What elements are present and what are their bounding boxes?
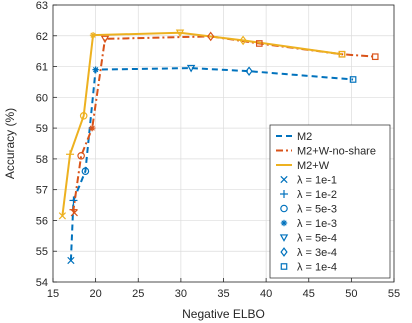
- x-tick-label: 25: [132, 288, 144, 300]
- data-point-marker: [245, 66, 253, 77]
- legend-label: M2+W-no-share: [297, 146, 376, 158]
- data-point-marker: [81, 167, 90, 176]
- x-tick-label: 50: [345, 288, 357, 300]
- data-point-marker: [67, 256, 75, 265]
- y-tick-label: 60: [36, 92, 48, 104]
- legend-entry: M2: [276, 131, 312, 143]
- data-point-marker: [58, 212, 67, 220]
- x-tick-label: 55: [388, 288, 400, 300]
- legend-entry: λ = 5e-3: [280, 204, 337, 216]
- y-axis-ticks: 54 55 56 57 58 59 60 61 62 63: [36, 0, 57, 289]
- data-point-marker: [77, 152, 85, 160]
- x-tick-label: 20: [90, 288, 102, 300]
- y-tick-label: 55: [36, 246, 48, 258]
- y-tick-label: 57: [36, 185, 48, 197]
- data-point-marker: [89, 124, 96, 132]
- legend-label: λ = 1e-1: [297, 175, 337, 187]
- x-axis-label: Negative ELBO: [182, 307, 265, 321]
- legend-label: λ = 1e-3: [297, 218, 337, 230]
- y-tick-label: 54: [36, 277, 48, 289]
- data-point-marker: [371, 53, 379, 61]
- series-line-1: [72, 35, 376, 214]
- x-axis-ticks: 15 20 25 30 35 40 45 50 55: [47, 278, 400, 300]
- legend-marker-swatch: [280, 190, 288, 198]
- legend-entry: λ = 1e-2: [280, 189, 337, 201]
- legend-entry: λ = 1e-3: [280, 218, 337, 230]
- x-tick-label: 15: [47, 288, 59, 300]
- legend-entry: λ = 5e-4: [279, 233, 337, 245]
- legend: M2 M2+W-no-share M2+W λ = 1e-1 λ = 1e-2 λ = 5…: [269, 124, 391, 279]
- y-tick-label: 56: [36, 215, 48, 227]
- x-tick-label: 35: [217, 288, 229, 300]
- legend-marker-swatch: [279, 234, 289, 242]
- data-point-marker: [70, 209, 78, 217]
- legend-entry: λ = 1e-4: [280, 262, 337, 274]
- legend-label: M2: [297, 131, 312, 143]
- y-tick-label: 61: [36, 62, 48, 74]
- legend-label: λ = 5e-4: [297, 233, 337, 245]
- legend-box: [269, 124, 391, 279]
- data-point-marker: [92, 66, 99, 73]
- data-point-marker: [349, 76, 357, 83]
- x-tick-label: 40: [260, 288, 272, 300]
- y-axis-label: Accuracy (%): [3, 108, 17, 179]
- legend-marker-swatch: [280, 219, 288, 227]
- legend-entry: M2+W: [276, 160, 330, 172]
- legend-entry: λ = 3e-4: [280, 247, 337, 259]
- legend-label: M2+W: [297, 160, 330, 172]
- legend-marker-swatch: [280, 175, 288, 184]
- legend-marker-swatch: [280, 247, 288, 257]
- legend-entry: M2+W-no-share: [276, 146, 376, 158]
- legend-label: λ = 1e-4: [297, 262, 337, 274]
- legend-label: λ = 1e-2: [297, 189, 337, 201]
- y-tick-label: 63: [36, 0, 48, 12]
- data-point-marker: [239, 35, 247, 46]
- data-point-marker: [175, 29, 185, 38]
- legend-entry: λ = 1e-1: [280, 175, 337, 187]
- data-point-marker: [338, 50, 346, 58]
- y-tick-label: 58: [36, 154, 48, 166]
- data-point-marker: [186, 64, 196, 73]
- legend-marker-swatch: [280, 204, 288, 213]
- data-point-marker: [255, 40, 263, 47]
- series-markers: [58, 29, 379, 265]
- legend-label: λ = 3e-4: [297, 247, 337, 259]
- data-point-marker: [89, 31, 97, 39]
- x-tick-label: 45: [303, 288, 315, 300]
- legend-marker-swatch: [280, 263, 288, 270]
- data-point-marker: [69, 196, 78, 205]
- data-point-marker: [79, 112, 88, 120]
- y-tick-label: 62: [36, 31, 48, 43]
- data-point-marker: [207, 31, 215, 42]
- data-point-marker: [66, 150, 75, 159]
- data-point-marker: [69, 205, 78, 214]
- y-tick-label: 59: [36, 123, 48, 135]
- legend-label: λ = 5e-3: [297, 204, 337, 216]
- data-point-marker: [100, 35, 110, 44]
- x-tick-label: 30: [175, 288, 187, 300]
